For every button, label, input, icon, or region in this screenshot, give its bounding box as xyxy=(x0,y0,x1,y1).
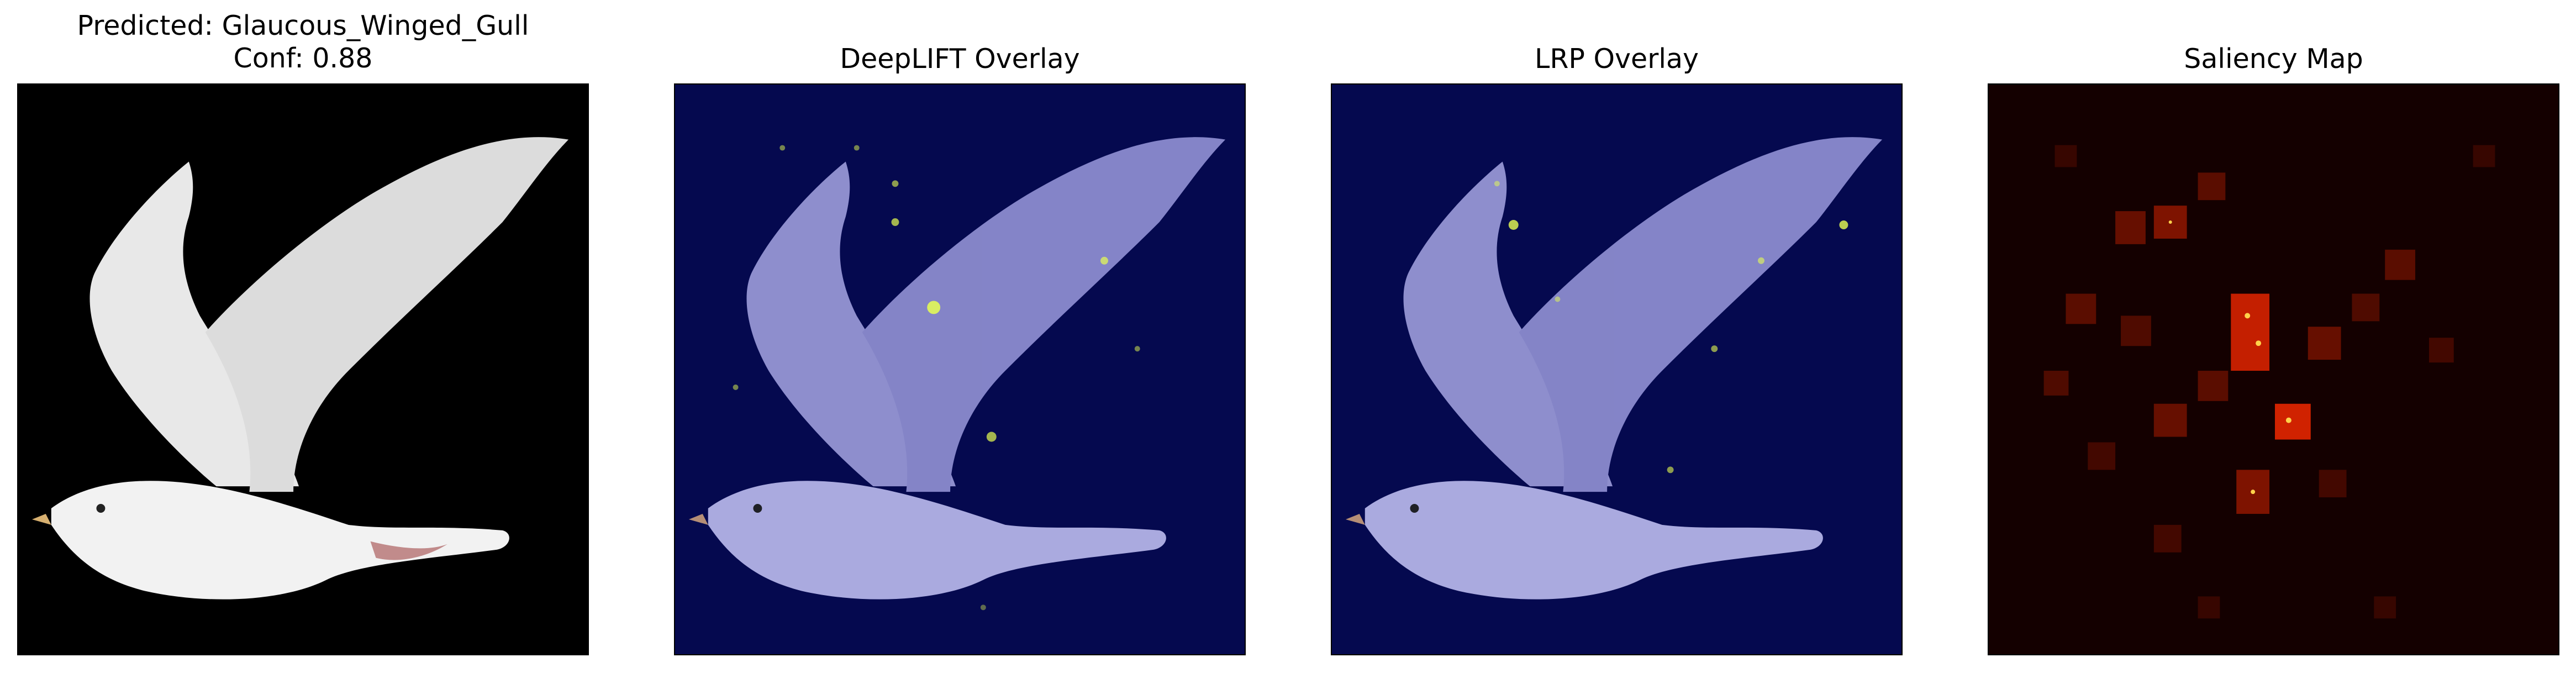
deeplift-overlay-panel xyxy=(674,83,1246,655)
attribution-hotspots xyxy=(1494,181,1848,474)
panel-1-title: Predicted: Glaucous_Winged_Gull Conf: 0.… xyxy=(77,10,529,74)
gull-image xyxy=(31,137,569,600)
panel-4-title: Saliency Map xyxy=(2184,43,2363,75)
lrp-overlay-panel xyxy=(1331,83,1903,655)
original-image-panel xyxy=(17,83,589,655)
attribution-hotspots xyxy=(733,145,1140,611)
panel-2-title: DeepLIFT Overlay xyxy=(840,43,1080,75)
deeplift-overlay-image xyxy=(675,85,1245,654)
saliency-map-panel xyxy=(1988,83,2559,655)
saliency-patches xyxy=(2043,145,2495,619)
lrp-overlay-image xyxy=(1332,85,1901,654)
saliency-map-image xyxy=(1989,85,2558,654)
original-image xyxy=(18,85,588,654)
gull-image xyxy=(688,137,1226,600)
saliency-hot-pixels xyxy=(2168,220,2291,495)
panel-3-title: LRP Overlay xyxy=(1535,43,1699,75)
gull-image xyxy=(1345,137,1883,600)
